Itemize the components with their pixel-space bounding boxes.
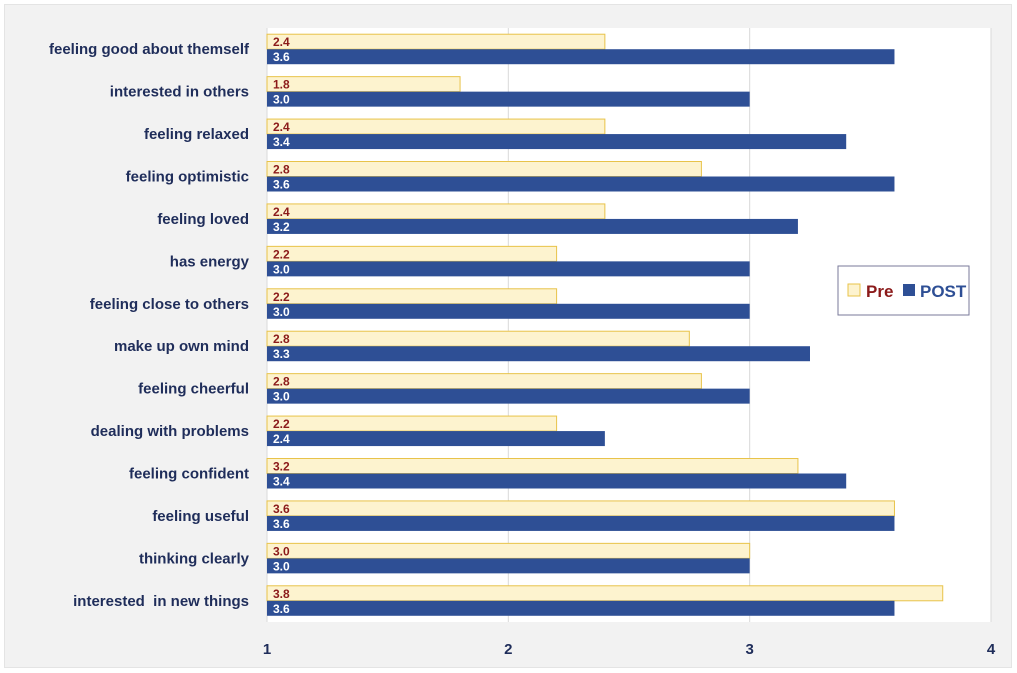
category-label: has energy bbox=[170, 253, 250, 270]
bar-post bbox=[267, 261, 750, 277]
category-label: make up own mind bbox=[114, 338, 249, 355]
category-label: feeling good about themself bbox=[49, 41, 250, 58]
bar-pre-label: 2.4 bbox=[273, 205, 290, 219]
bar-post bbox=[267, 346, 810, 362]
bar-pre-label: 2.2 bbox=[273, 290, 290, 304]
category-label: thinking clearly bbox=[139, 550, 250, 567]
bar-pre bbox=[266, 118, 606, 135]
legend-pre-label: Pre bbox=[866, 282, 893, 301]
bar-pre bbox=[266, 330, 690, 347]
bar-post-label: 3.0 bbox=[273, 390, 290, 404]
bar-pre bbox=[266, 245, 558, 262]
bar-pre-label: 3.6 bbox=[273, 502, 290, 516]
bar-pre-label: 3.2 bbox=[273, 460, 290, 474]
bar-pre bbox=[266, 373, 702, 390]
bar-pre bbox=[266, 542, 751, 559]
bar-pre bbox=[266, 288, 558, 305]
bar-post bbox=[267, 218, 798, 234]
bar-post bbox=[267, 558, 750, 574]
bar-pre bbox=[266, 500, 895, 517]
bar-post-label: 3.2 bbox=[273, 220, 290, 234]
bar-post bbox=[267, 49, 895, 65]
bar-post-label: 3.0 bbox=[273, 559, 290, 573]
bar-post-label: 2.4 bbox=[273, 432, 290, 446]
bar-post bbox=[267, 134, 847, 150]
bar-post bbox=[267, 600, 895, 616]
bar-pre bbox=[266, 203, 606, 220]
bar-pre-label: 3.0 bbox=[273, 544, 290, 558]
bar-pre bbox=[266, 585, 944, 602]
x-tick-label: 1 bbox=[263, 641, 271, 658]
bar-post-label: 3.4 bbox=[273, 475, 290, 489]
x-tick-label: 2 bbox=[504, 641, 512, 658]
bar-post-label: 3.6 bbox=[273, 517, 290, 531]
legend-pre-swatch bbox=[847, 283, 861, 297]
category-label: feeling loved bbox=[157, 211, 249, 228]
bar-pre-label: 2.8 bbox=[273, 163, 290, 177]
bar-post-label: 3.0 bbox=[273, 305, 290, 319]
category-label: feeling close to others bbox=[90, 296, 249, 313]
category-label: feeling useful bbox=[152, 508, 249, 525]
bar-post-label: 3.0 bbox=[273, 93, 290, 107]
category-labels: feeling good about themself interested in… bbox=[49, 41, 250, 610]
bar-post-label: 3.6 bbox=[273, 602, 290, 616]
bar-pre-label: 2.8 bbox=[273, 375, 290, 389]
bar-post bbox=[267, 303, 750, 319]
bar-post bbox=[267, 515, 895, 531]
category-label: interested in new things bbox=[73, 593, 249, 610]
bar-post-label: 3.0 bbox=[273, 262, 290, 276]
bar-pre-label: 1.8 bbox=[273, 78, 290, 92]
bar-pre bbox=[266, 161, 702, 177]
bar-pre-label: 2.2 bbox=[273, 247, 290, 261]
bar-pre-label: 2.4 bbox=[273, 35, 290, 49]
bar-post bbox=[267, 431, 605, 447]
bar-post bbox=[267, 176, 895, 192]
bar-pre-label: 2.2 bbox=[273, 417, 290, 431]
bar-pre bbox=[266, 458, 799, 474]
x-tick-label: 4 bbox=[987, 641, 996, 658]
x-axis-ticks: 1 2 3 4 bbox=[263, 641, 996, 658]
bar-pre-label: 2.8 bbox=[273, 332, 290, 346]
bar-post-label: 3.3 bbox=[273, 347, 290, 361]
bar-pre bbox=[266, 33, 606, 50]
bar-post-label: 3.4 bbox=[273, 135, 290, 149]
legend-post-label: POST bbox=[920, 282, 967, 301]
bar-post-label: 3.6 bbox=[273, 178, 290, 192]
bar-pre-label: 3.8 bbox=[273, 587, 290, 601]
bar-pre bbox=[266, 415, 558, 432]
bars: 2.43.61.83.02.43.42.83.62.43.22.23.02.23… bbox=[266, 33, 944, 616]
bar-post bbox=[267, 388, 750, 404]
bar-pre-label: 2.4 bbox=[273, 120, 290, 134]
plot-area bbox=[267, 28, 991, 622]
category-label: interested in others bbox=[110, 84, 249, 101]
category-label: feeling optimistic bbox=[126, 169, 249, 186]
legend-post-swatch bbox=[903, 284, 915, 296]
category-label: feeling cheerful bbox=[138, 381, 249, 398]
category-label: feeling confident bbox=[129, 466, 249, 483]
category-label: feeling relaxed bbox=[144, 126, 249, 143]
bar-pre bbox=[266, 76, 461, 93]
bar-post bbox=[267, 473, 847, 489]
bar-post-label: 3.6 bbox=[273, 50, 290, 64]
legend: Pre POST bbox=[837, 265, 970, 316]
x-tick-label: 3 bbox=[745, 641, 753, 658]
category-label: dealing with problems bbox=[91, 423, 249, 440]
bar-post bbox=[267, 91, 750, 107]
